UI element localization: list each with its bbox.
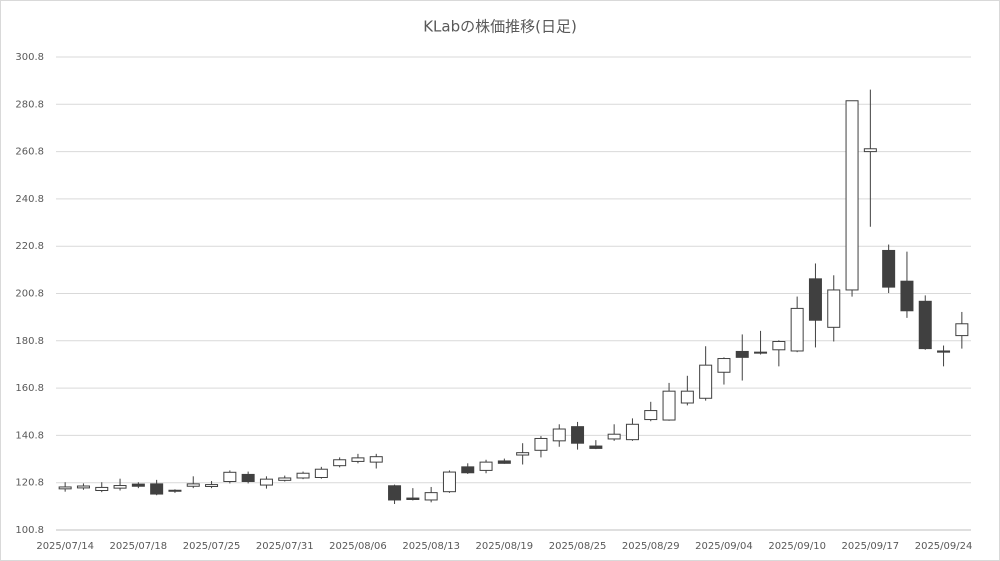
x-tick-label: 2025/07/18: [110, 541, 168, 552]
y-tick-label: 300.8: [15, 52, 44, 63]
candle-body: [58, 486, 72, 490]
x-tick-label: 2025/09/24: [915, 541, 973, 552]
x-tick-label: 2025/09/17: [842, 541, 900, 552]
candle-body: [680, 390, 694, 404]
candle-body: [442, 471, 456, 493]
x-tick-label: 2025/08/06: [329, 541, 387, 552]
candle-body: [644, 410, 658, 421]
x-tick-label: 2025/07/14: [36, 541, 94, 552]
candle-body: [808, 278, 822, 321]
y-tick-label: 220.8: [15, 241, 44, 252]
y-tick-label: 280.8: [15, 99, 44, 110]
candle-body: [754, 351, 768, 354]
candle-body: [662, 390, 676, 421]
candle-body: [717, 358, 731, 373]
candle-body: [296, 472, 310, 479]
x-tick-label: 2025/08/19: [476, 541, 534, 552]
x-tick-label: 2025/08/13: [402, 541, 460, 552]
candle-body: [314, 468, 328, 478]
candle-body: [827, 289, 841, 328]
candle-body: [790, 307, 804, 352]
candle-body: [351, 457, 365, 462]
candle-body: [516, 452, 530, 456]
y-tick-label: 140.8: [15, 430, 44, 441]
y-tick-label: 240.8: [15, 194, 44, 205]
candle-body: [131, 483, 145, 487]
candle-body: [259, 478, 273, 486]
candle-body: [772, 341, 786, 351]
candle-body: [534, 437, 548, 451]
y-tick-label: 160.8: [15, 383, 44, 394]
candle-body: [113, 485, 127, 489]
candle-body: [699, 364, 713, 399]
x-tick-label: 2025/09/10: [768, 541, 826, 552]
y-tick-label: 260.8: [15, 147, 44, 158]
candle-body: [278, 477, 292, 481]
candle-body: [625, 423, 639, 441]
candle-body: [882, 249, 896, 288]
x-tick-label: 2025/08/29: [622, 541, 680, 552]
y-tick-label: 200.8: [15, 289, 44, 300]
y-tick-label: 180.8: [15, 336, 44, 347]
candle-body: [845, 100, 859, 291]
candle-body: [150, 483, 164, 495]
candle-body: [607, 433, 621, 440]
x-tick-label: 2025/09/04: [695, 541, 753, 552]
candle-body: [900, 280, 914, 312]
candle-body: [223, 471, 237, 483]
x-tick-label: 2025/07/31: [256, 541, 314, 552]
candle-body: [388, 485, 402, 501]
chart-title: KLabの株価推移(日足): [423, 18, 577, 36]
y-tick-label: 100.8: [15, 525, 44, 536]
candle-body: [937, 350, 951, 353]
candle-body: [479, 461, 493, 471]
candle-body: [863, 148, 877, 153]
candle-body: [186, 483, 200, 487]
x-tick-label: 2025/08/25: [549, 541, 607, 552]
candle-body: [205, 484, 219, 487]
candle-body: [424, 492, 438, 501]
candle-body: [461, 466, 475, 474]
candle-body: [168, 489, 182, 492]
candle-body: [369, 456, 383, 463]
candle-body: [571, 426, 585, 444]
candle-body: [497, 460, 511, 464]
candle-body: [552, 428, 566, 442]
candle-body: [95, 486, 109, 492]
y-tick-label: 120.8: [15, 478, 44, 489]
candle-body: [241, 473, 255, 483]
candle-body: [918, 300, 932, 350]
candle-body: [589, 445, 603, 449]
candle-body: [76, 485, 90, 489]
candle-body: [735, 350, 749, 358]
x-tick-label: 2025/07/25: [183, 541, 241, 552]
candle-body: [406, 497, 420, 500]
candle-body: [333, 459, 347, 467]
candle-body: [955, 323, 969, 337]
